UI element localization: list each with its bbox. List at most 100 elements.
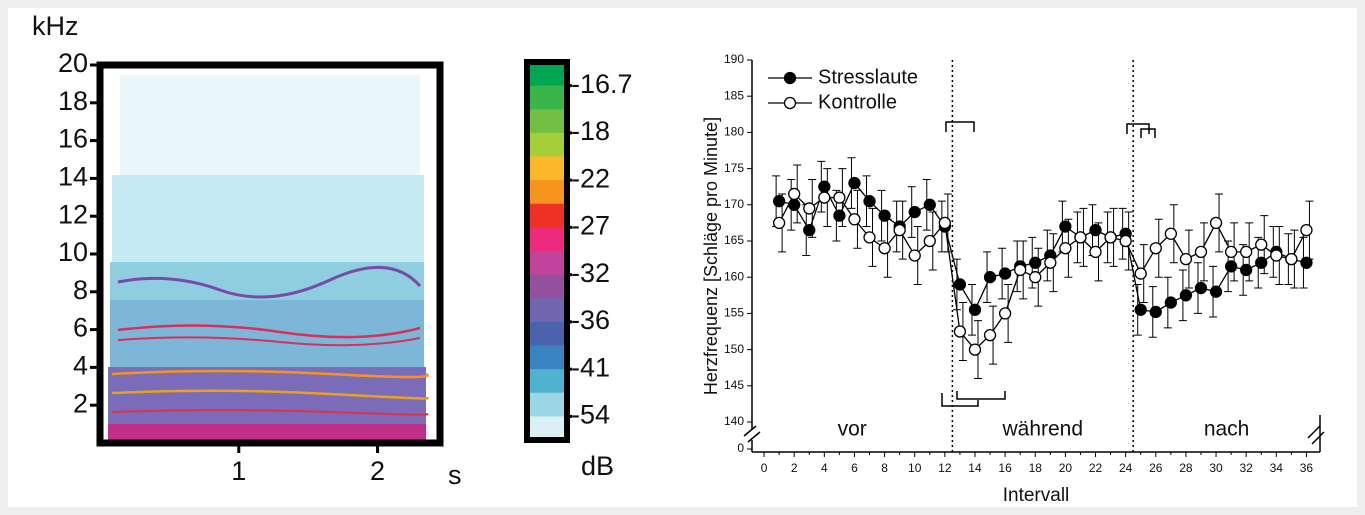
marker — [1134, 267, 1147, 280]
colorbar-tick-label: -41 — [571, 352, 610, 382]
marker — [833, 209, 846, 222]
y-tick-label: 20 — [58, 48, 88, 78]
colorbar-tick-label: -18 — [571, 116, 610, 146]
marker — [1119, 234, 1132, 248]
marker — [1255, 256, 1268, 269]
band — [108, 424, 426, 440]
colorbar-segment — [527, 132, 567, 157]
marker — [968, 343, 982, 356]
x-tick-label: 22 — [1089, 461, 1103, 475]
x-tick-label: 28 — [1179, 461, 1193, 475]
marker — [953, 325, 967, 338]
y-axis-label: Herzfrequenz [Schläge pro Minute] — [701, 117, 721, 395]
bracket — [941, 393, 979, 407]
y-tick-label: 185 — [724, 88, 744, 102]
region-label: vor — [838, 418, 867, 441]
region-label: während — [1001, 418, 1083, 441]
marker — [788, 187, 801, 201]
marker — [983, 271, 997, 284]
marker — [1029, 271, 1042, 284]
formant — [117, 324, 421, 339]
marker — [848, 213, 861, 226]
marker — [772, 195, 786, 208]
marker — [983, 328, 997, 342]
x-tick-label: 1 — [231, 456, 246, 486]
colorbar-segment — [527, 85, 567, 110]
marker — [1209, 285, 1223, 298]
y-tick-label: 155 — [724, 306, 744, 320]
marker — [1209, 216, 1223, 230]
colorbar-segment — [527, 251, 567, 276]
y-tick-label: 190 — [724, 52, 744, 66]
colorbar-tick-label: -54 — [571, 400, 610, 430]
colorbar-segment — [527, 392, 567, 417]
y-tick-label: 6 — [73, 313, 88, 343]
legend-label: Stresslaute — [818, 66, 918, 88]
marker — [878, 242, 891, 255]
colorbar-unit: dB — [581, 451, 614, 481]
colorbar-segment — [527, 298, 567, 323]
y-tick-label: 8 — [73, 275, 88, 305]
marker — [1224, 260, 1238, 273]
colorbar-segment — [527, 345, 567, 370]
y-tick-label: 14 — [58, 162, 88, 192]
colorbar-segment — [527, 274, 567, 299]
formant — [117, 336, 421, 347]
marker — [1285, 252, 1298, 266]
axis-break — [743, 425, 761, 443]
formant — [111, 409, 429, 416]
x-axis-label: Intervall — [1003, 485, 1070, 506]
marker — [1059, 242, 1072, 255]
marker — [1149, 305, 1162, 319]
colorbar-segment — [527, 62, 567, 87]
colorbar-segment — [527, 156, 567, 181]
legend-marker — [783, 71, 797, 85]
legend-marker — [783, 96, 797, 110]
marker — [1300, 223, 1313, 237]
x-tick-label: 2 — [370, 456, 385, 486]
marker — [938, 216, 951, 230]
x-tick-label: 24 — [1119, 461, 1133, 475]
formant — [117, 265, 422, 299]
marker — [1014, 263, 1027, 277]
x-tick-label: 18 — [1029, 461, 1043, 475]
marker — [923, 198, 936, 211]
x-tick-label: 20 — [1059, 461, 1073, 475]
marker — [893, 223, 906, 237]
y-unit: kHz — [32, 11, 79, 41]
colorbar-tick-label: -16.7 — [571, 69, 633, 99]
x-tick-label: 26 — [1149, 461, 1163, 475]
y-tick-label: 12 — [58, 199, 88, 229]
marker — [772, 216, 786, 230]
significance-brackets — [941, 121, 1156, 407]
x-tick-label: 36 — [1300, 461, 1314, 475]
y-tick-label: 10 — [58, 237, 88, 267]
marker — [908, 205, 921, 219]
x-tick-label: 34 — [1270, 461, 1284, 475]
bracket — [1140, 128, 1156, 138]
marker — [818, 180, 831, 193]
marker — [1164, 296, 1177, 309]
marker — [848, 176, 861, 190]
marker — [1044, 256, 1057, 269]
marker — [1240, 245, 1253, 259]
x-tick-label: 32 — [1239, 461, 1253, 475]
marker — [953, 278, 967, 291]
colorbar-segment — [527, 321, 567, 346]
marker — [1089, 245, 1102, 259]
marker — [1240, 263, 1253, 277]
formant — [111, 369, 429, 379]
x-tick-label: 14 — [968, 461, 982, 475]
marker — [818, 191, 831, 204]
x-tick-label: 0 — [761, 461, 768, 475]
x-tick-label: 4 — [821, 461, 828, 475]
marker — [1255, 238, 1268, 251]
legend-label: Kontrolle — [818, 91, 897, 113]
x-tick-label: 30 — [1209, 461, 1223, 475]
marker — [1149, 242, 1162, 255]
marker — [1194, 281, 1208, 295]
x-unit: s — [448, 460, 462, 490]
marker — [1059, 220, 1072, 233]
x-tick-label: 6 — [851, 461, 858, 475]
